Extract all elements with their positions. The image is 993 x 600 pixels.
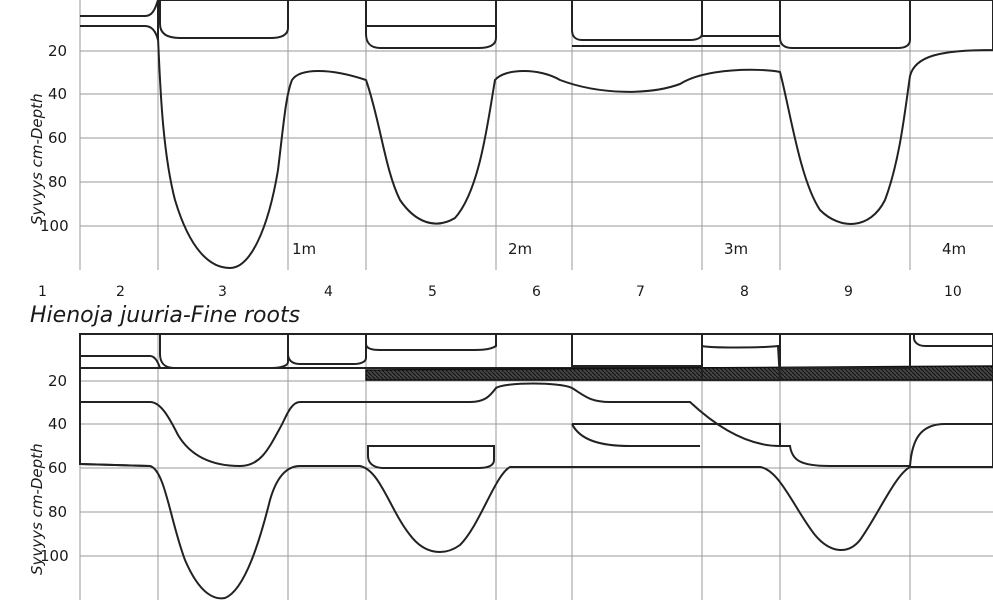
meter-label-2m: 2m <box>508 240 532 258</box>
top-tick-100: 100 <box>40 217 69 235</box>
top-hatch-3 <box>159 0 289 39</box>
bottom-root-zone <box>79 333 993 600</box>
column-numbers: 1 2 3 4 5 6 7 8 9 10 <box>38 284 962 300</box>
top-tick-60: 60 <box>48 129 67 147</box>
bottom-cap-4 <box>287 333 367 365</box>
column-number-7: 7 <box>636 284 645 300</box>
column-number-10: 10 <box>944 284 962 300</box>
meter-label-1m: 1m <box>292 240 316 258</box>
meter-label-4m: 4m <box>942 240 966 258</box>
bottom-cap-7 <box>571 333 703 367</box>
bottom-ylabel: Syvyys cm-Depth <box>28 443 46 575</box>
column-number-4: 4 <box>324 284 333 300</box>
bottom-cap-5 <box>365 333 497 351</box>
bottom-tick-60: 60 <box>48 459 67 477</box>
bottom-cap-10 <box>913 333 993 347</box>
top-hatch-5 <box>365 0 497 49</box>
bottom-cap-3 <box>159 333 289 369</box>
top-tick-40: 40 <box>48 85 67 103</box>
bottom-pocket-5 <box>367 445 495 469</box>
bottom-tick-100: 100 <box>40 547 69 565</box>
column-number-2: 2 <box>116 284 125 300</box>
meter-label-3m: 3m <box>724 240 748 258</box>
column-number-9: 9 <box>844 284 853 300</box>
top-hatch-7 <box>571 0 703 41</box>
middle-title: Hienoja juuria-Fine roots <box>30 303 300 328</box>
column-number-3: 3 <box>218 284 227 300</box>
bottom-tick-40: 40 <box>48 415 67 433</box>
column-number-8: 8 <box>740 284 749 300</box>
bottom-panel: Syvyys cm-Depth 20 40 60 80 100 <box>28 333 993 600</box>
top-root-zone-3 <box>157 0 993 270</box>
column-number-1: 1 <box>38 284 47 300</box>
top-grid <box>79 0 993 270</box>
top-hatch-9 <box>779 0 911 49</box>
top-tick-20: 20 <box>48 42 67 60</box>
top-ylabel: Syvyys cm-Depth <box>28 93 46 225</box>
bottom-cap-9 <box>779 333 911 369</box>
column-number-5: 5 <box>428 284 437 300</box>
top-panel: Syvyys cm-Depth 20 40 60 80 100 1m 2m 3m… <box>28 0 993 270</box>
bottom-hatch-layer <box>79 367 993 468</box>
bottom-tick-20: 20 <box>48 372 67 390</box>
column-number-6: 6 <box>532 284 541 300</box>
top-tick-80: 80 <box>48 173 67 191</box>
bottom-tick-80: 80 <box>48 503 67 521</box>
